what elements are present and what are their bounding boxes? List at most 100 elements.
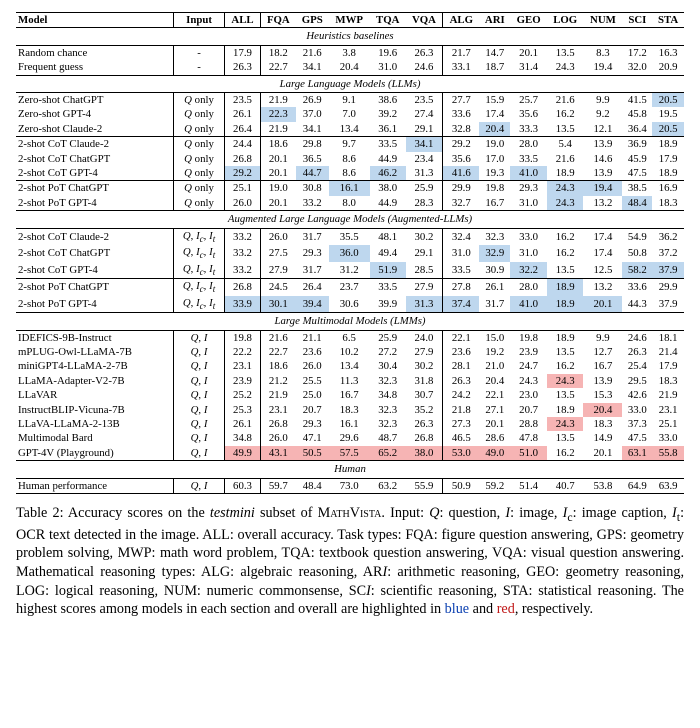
table-caption: Table 2: Accuracy scores on the testmini… bbox=[16, 504, 684, 619]
value-cell: 47.5 bbox=[622, 431, 652, 445]
value-cell: 21.8 bbox=[443, 403, 479, 417]
value-cell: 18.3 bbox=[652, 196, 684, 211]
value-cell: 30.6 bbox=[329, 296, 370, 313]
value-cell: 20.1 bbox=[583, 296, 622, 313]
value-cell: 48.7 bbox=[370, 431, 406, 445]
value-cell: 45.9 bbox=[622, 152, 652, 166]
value-cell: 31.0 bbox=[510, 196, 547, 211]
value-cell: 14.9 bbox=[583, 431, 622, 445]
value-cell: 12.1 bbox=[583, 122, 622, 137]
value-cell: 25.4 bbox=[622, 359, 652, 373]
value-cell: 20.5 bbox=[652, 122, 684, 137]
col-num: NUM bbox=[583, 13, 622, 28]
value-cell: 48.4 bbox=[622, 196, 652, 211]
value-cell: 23.1 bbox=[225, 359, 261, 373]
value-cell: 41.0 bbox=[510, 296, 547, 313]
value-cell: 20.7 bbox=[510, 403, 547, 417]
value-cell: 35.5 bbox=[329, 228, 370, 245]
input-cell: Q only bbox=[173, 137, 224, 152]
value-cell: 58.2 bbox=[622, 262, 652, 279]
value-cell: 16.7 bbox=[479, 196, 510, 211]
value-cell: 13.5 bbox=[547, 122, 584, 137]
value-cell: 30.2 bbox=[406, 228, 443, 245]
value-cell: 16.2 bbox=[547, 446, 584, 461]
value-cell: 29.2 bbox=[225, 166, 261, 181]
model-cell: 2-shot CoT ChatGPT bbox=[16, 245, 173, 262]
value-cell: 20.1 bbox=[479, 417, 510, 431]
value-cell: 36.4 bbox=[622, 122, 652, 137]
value-cell: 33.0 bbox=[510, 228, 547, 245]
value-cell: 37.0 bbox=[296, 107, 329, 121]
value-cell: 38.0 bbox=[406, 446, 443, 461]
col-alg: ALG bbox=[443, 13, 479, 28]
section-heuristics-baselines: Heuristics baselines bbox=[16, 28, 684, 45]
value-cell: 17.0 bbox=[479, 152, 510, 166]
value-cell: 24.3 bbox=[547, 417, 584, 431]
input-cell: Q, I bbox=[173, 478, 224, 493]
value-cell: 11.3 bbox=[329, 374, 370, 388]
value-cell: 26.4 bbox=[225, 122, 261, 137]
value-cell: 20.4 bbox=[583, 403, 622, 417]
value-cell: 29.6 bbox=[329, 431, 370, 445]
value-cell: 33.5 bbox=[443, 262, 479, 279]
value-cell: 45.8 bbox=[622, 107, 652, 121]
value-cell: 22.1 bbox=[443, 330, 479, 345]
value-cell: 13.9 bbox=[583, 374, 622, 388]
value-cell: 31.0 bbox=[370, 60, 406, 75]
value-cell: 21.9 bbox=[260, 388, 296, 402]
table-head: ModelInputALLFQAGPSMWPTQAVQAALGARIGEOLOG… bbox=[16, 13, 684, 28]
value-cell: 16.1 bbox=[329, 181, 370, 196]
value-cell: 17.4 bbox=[583, 245, 622, 262]
value-cell: 13.2 bbox=[583, 196, 622, 211]
value-cell: 15.0 bbox=[479, 330, 510, 345]
value-cell: 27.1 bbox=[479, 403, 510, 417]
value-cell: 20.1 bbox=[260, 152, 296, 166]
section-augmented-large-language-models-augmented-llms-: Augmented Large Language Models (Augment… bbox=[16, 211, 684, 228]
value-cell: 30.7 bbox=[406, 388, 443, 402]
value-cell: 19.3 bbox=[479, 166, 510, 181]
value-cell: 44.9 bbox=[370, 152, 406, 166]
col-mwp: MWP bbox=[329, 13, 370, 28]
value-cell: 13.5 bbox=[547, 431, 584, 445]
value-cell: 17.9 bbox=[652, 359, 684, 373]
value-cell: 23.1 bbox=[260, 403, 296, 417]
value-cell: 25.5 bbox=[296, 374, 329, 388]
caption-blue: blue bbox=[445, 601, 469, 617]
value-cell: 31.0 bbox=[510, 245, 547, 262]
value-cell: 34.8 bbox=[225, 431, 261, 445]
value-cell: 20.1 bbox=[260, 166, 296, 181]
model-cell: 2-shot CoT Claude-2 bbox=[16, 137, 173, 152]
value-cell: 18.3 bbox=[583, 417, 622, 431]
value-cell: 34.1 bbox=[296, 122, 329, 137]
input-cell: Q only bbox=[173, 166, 224, 181]
value-cell: 20.1 bbox=[510, 45, 547, 60]
value-cell: 16.7 bbox=[329, 388, 370, 402]
value-cell: 15.3 bbox=[583, 388, 622, 402]
value-cell: 24.3 bbox=[547, 60, 584, 75]
input-cell: Q, I bbox=[173, 330, 224, 345]
value-cell: 21.6 bbox=[260, 330, 296, 345]
model-cell: 2-shot CoT GPT-4 bbox=[16, 166, 173, 181]
value-cell: 44.7 bbox=[296, 166, 329, 181]
value-cell: 40.7 bbox=[547, 478, 584, 493]
value-cell: 18.9 bbox=[547, 166, 584, 181]
value-cell: 57.5 bbox=[329, 446, 370, 461]
value-cell: 23.7 bbox=[329, 279, 370, 296]
value-cell: 18.9 bbox=[547, 279, 584, 296]
value-cell: 26.3 bbox=[443, 374, 479, 388]
value-cell: 47.1 bbox=[296, 431, 329, 445]
value-cell: 41.6 bbox=[443, 166, 479, 181]
value-cell: 25.1 bbox=[225, 181, 261, 196]
value-cell: 31.3 bbox=[406, 296, 443, 313]
col-model: Model bbox=[16, 13, 173, 28]
value-cell: 8.3 bbox=[583, 45, 622, 60]
value-cell: 16.7 bbox=[583, 359, 622, 373]
value-cell: 26.3 bbox=[225, 60, 261, 75]
value-cell: 36.5 bbox=[296, 152, 329, 166]
value-cell: 29.3 bbox=[296, 417, 329, 431]
value-cell: 26.0 bbox=[260, 431, 296, 445]
model-cell: 2-shot PoT GPT-4 bbox=[16, 196, 173, 211]
input-cell: Q, Ic, It bbox=[173, 245, 224, 262]
value-cell: 64.9 bbox=[622, 478, 652, 493]
value-cell: 32.3 bbox=[370, 374, 406, 388]
